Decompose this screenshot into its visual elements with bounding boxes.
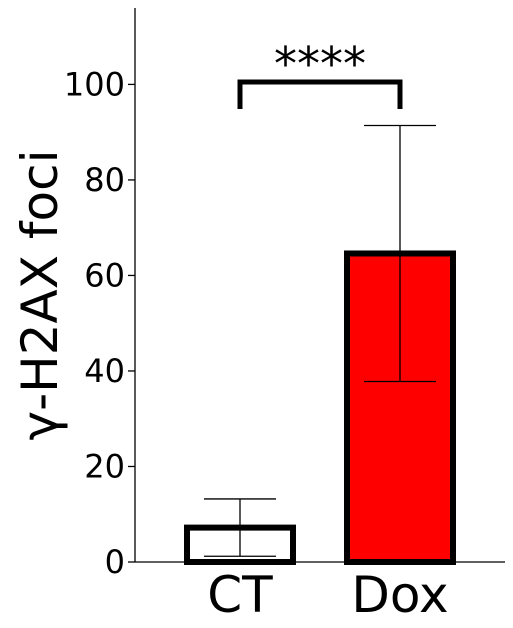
y-tick-label: 60 <box>84 256 125 294</box>
y-tick-label: 100 <box>64 65 125 103</box>
error-bars-layer <box>204 124 436 557</box>
x-category-label-dox: Dox <box>351 566 448 624</box>
y-tick-label: 80 <box>84 161 125 199</box>
y-axis-title: γ-H2AX foci <box>11 150 69 441</box>
y-tick-label: 40 <box>84 352 125 390</box>
y-tick-label: 0 <box>105 543 125 581</box>
bars-layer <box>184 250 456 565</box>
significance-bracket <box>237 79 403 110</box>
y-ticks: 0 20 40 60 80 100 <box>64 65 135 581</box>
y-tick-label: 20 <box>84 447 125 485</box>
x-category-label-ct: CT <box>207 566 273 624</box>
x-category-labels: CT Dox <box>207 566 448 624</box>
significance-label: **** <box>274 37 366 91</box>
